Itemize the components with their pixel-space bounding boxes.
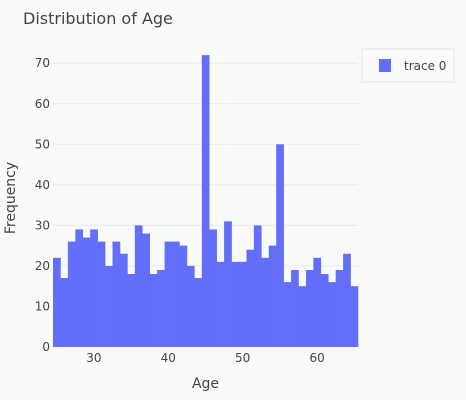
histogram-bar[interactable]	[187, 266, 195, 347]
y-tick-label: 40	[35, 178, 50, 192]
histogram-bar[interactable]	[75, 229, 83, 347]
histogram-bar[interactable]	[142, 233, 150, 347]
histogram-bar[interactable]	[351, 286, 359, 347]
histogram-bar[interactable]	[98, 242, 106, 347]
histogram-bar[interactable]	[291, 270, 299, 347]
x-tick-label: 50	[235, 351, 250, 365]
histogram-bar[interactable]	[165, 242, 173, 347]
histogram-bar[interactable]	[202, 55, 210, 347]
histogram-bar[interactable]	[194, 278, 202, 347]
histogram-bar[interactable]	[172, 242, 180, 347]
histogram-bar[interactable]	[105, 266, 113, 347]
histogram-bars	[53, 55, 358, 347]
histogram-bar[interactable]	[83, 238, 91, 347]
y-tick-label: 10	[35, 299, 50, 313]
histogram-bar[interactable]	[284, 282, 292, 347]
histogram-bar[interactable]	[157, 270, 165, 347]
y-tick-label: 30	[35, 218, 50, 232]
y-axis-ticks: 0 10 20 30 40 50 60 70	[35, 56, 50, 354]
histogram-bar[interactable]	[209, 229, 217, 347]
histogram-bar[interactable]	[313, 258, 321, 347]
x-tick-label: 30	[86, 351, 101, 365]
histogram-bar[interactable]	[276, 144, 284, 347]
histogram-bar[interactable]	[298, 286, 306, 347]
y-tick-label: 20	[35, 259, 50, 273]
legend-swatch-trace-0[interactable]	[379, 59, 391, 72]
histogram-bar[interactable]	[113, 242, 121, 347]
legend[interactable]: trace 0	[362, 49, 454, 82]
x-tick-label: 40	[161, 351, 176, 365]
histogram-bar[interactable]	[90, 229, 98, 347]
histogram-bar[interactable]	[269, 246, 277, 347]
histogram-bar[interactable]	[239, 262, 247, 347]
histogram-bar[interactable]	[53, 258, 61, 347]
histogram-bar[interactable]	[232, 262, 240, 347]
x-axis-ticks: 30 40 50 60	[86, 351, 324, 365]
histogram-bar[interactable]	[179, 246, 187, 347]
y-tick-label: 70	[35, 56, 50, 70]
histogram-bar[interactable]	[246, 250, 254, 347]
histogram-bar[interactable]	[60, 278, 68, 347]
histogram-bar[interactable]	[135, 225, 143, 347]
histogram-bar[interactable]	[224, 221, 232, 347]
x-axis-title: Age	[192, 376, 219, 392]
histogram-bar[interactable]	[261, 258, 269, 347]
histogram-bar[interactable]	[217, 262, 225, 347]
histogram-bar[interactable]	[68, 242, 76, 347]
x-tick-label: 60	[309, 351, 324, 365]
histogram-bar[interactable]	[328, 282, 336, 347]
legend-label-trace-0[interactable]: trace 0	[404, 59, 446, 73]
y-axis-title: Frequency	[3, 162, 19, 234]
y-tick-label: 60	[35, 97, 50, 111]
y-tick-label: 50	[35, 137, 50, 151]
histogram-bar[interactable]	[127, 274, 135, 347]
y-tick-label: 0	[42, 340, 50, 354]
histogram-bar[interactable]	[306, 270, 314, 347]
chart-title: Distribution of Age	[23, 9, 173, 28]
histogram-bar[interactable]	[343, 254, 351, 347]
histogram-bar[interactable]	[120, 254, 128, 347]
histogram-bar[interactable]	[254, 225, 262, 347]
histogram-bar[interactable]	[336, 270, 344, 347]
histogram-bar[interactable]	[321, 274, 329, 347]
histogram-bar[interactable]	[150, 274, 158, 347]
